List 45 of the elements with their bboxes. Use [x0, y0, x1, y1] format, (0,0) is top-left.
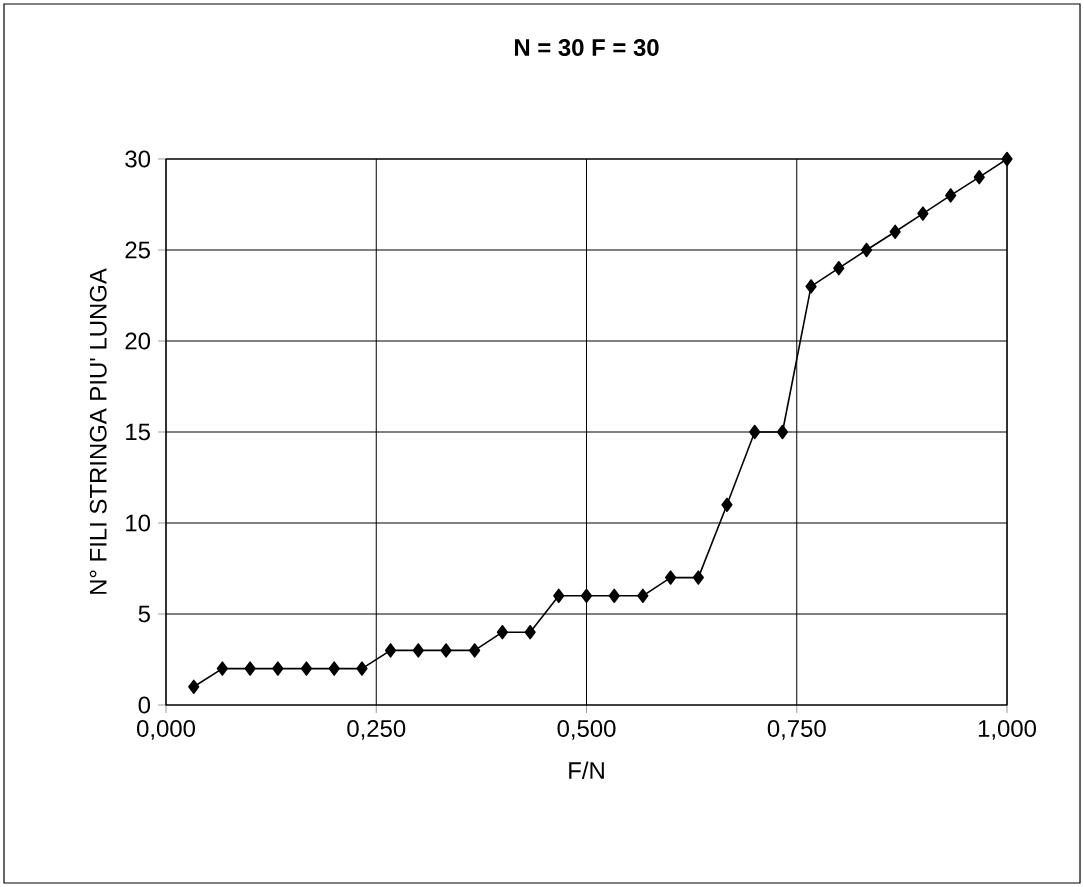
- x-axis-title: F/N: [569, 761, 604, 780]
- y-tick-label: 20: [125, 332, 151, 350]
- point: [721, 497, 733, 512]
- point: [356, 661, 368, 676]
- point: [272, 661, 284, 676]
- y-tick-label: 0: [138, 696, 151, 714]
- chart-title: N = 30 F = 30: [515, 39, 659, 57]
- point: [889, 224, 901, 239]
- point: [188, 679, 200, 694]
- x-tick-label: 0,000: [137, 720, 195, 740]
- point: [833, 261, 845, 276]
- point: [440, 643, 452, 658]
- y-tick-label: 15: [126, 423, 150, 441]
- point: [665, 570, 677, 585]
- x-tick-label: 0,250: [347, 720, 406, 740]
- y-axis-title: N° FILI STRINGA PIU' LUNGA: [89, 268, 107, 594]
- point: [216, 661, 228, 676]
- point: [244, 661, 256, 676]
- point: [300, 661, 313, 676]
- point: [860, 242, 873, 258]
- point: [384, 643, 397, 658]
- point: [524, 625, 536, 640]
- point: [917, 206, 929, 221]
- y-tick-label: 25: [125, 241, 150, 259]
- point: [692, 570, 704, 585]
- point: [945, 188, 957, 203]
- point: [469, 643, 481, 658]
- point: [805, 279, 817, 294]
- point: [608, 588, 620, 603]
- point: [412, 643, 424, 658]
- point: [749, 424, 761, 440]
- point: [328, 661, 340, 676]
- point: [496, 625, 508, 640]
- x-tick-label: 1,000: [978, 720, 1036, 740]
- point: [776, 424, 789, 440]
- x-tick-label: 0,500: [557, 720, 616, 740]
- x-tick-label: 0,750: [767, 720, 826, 740]
- y-tick-label: 30: [125, 150, 151, 168]
- point: [1001, 151, 1013, 167]
- point: [553, 588, 565, 603]
- y-tick-label: 5: [138, 605, 150, 623]
- point: [580, 588, 593, 603]
- point: [973, 170, 985, 185]
- y-tick-label: 10: [126, 514, 151, 532]
- point: [637, 588, 649, 603]
